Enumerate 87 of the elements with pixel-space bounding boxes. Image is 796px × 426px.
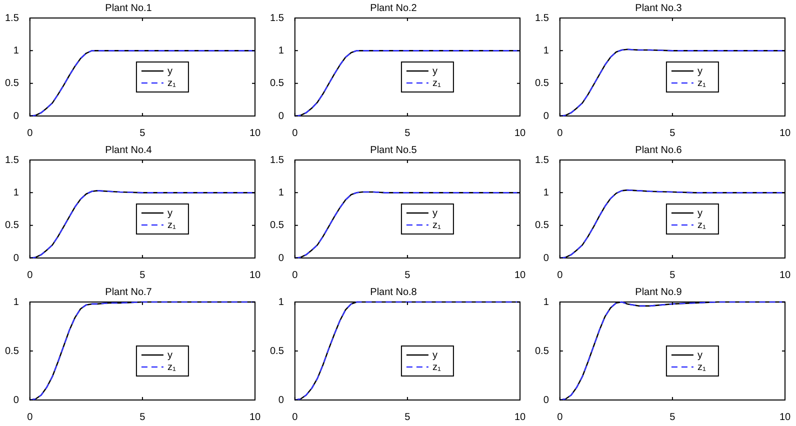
legend-label: z₁ [697,78,706,89]
x-tick-label: 10 [779,412,791,423]
legend-label: z₁ [432,362,442,373]
x-tick-label: 10 [249,270,261,281]
x-tick-label: 5 [404,412,411,423]
x-tick-label: 5 [404,128,411,139]
x-tick-label: 0 [292,128,298,139]
x-tick-label: 10 [249,412,261,423]
y-tick-label: 0 [543,394,550,406]
x-tick-label: 0 [292,270,298,281]
x-tick-label: 10 [249,128,261,139]
y-tick-label: 0 [13,110,20,122]
x-tick-label: 10 [514,128,526,139]
x-tick-label: 0 [557,412,564,423]
x-tick-label: 0 [27,270,34,281]
y-tick-label: 1 [278,45,284,56]
y-tick-label: 1.5 [270,12,284,24]
y-tick-label: 1 [543,45,550,56]
y-tick-label: 1.5 [534,154,550,166]
y-tick-label: 1.5 [4,154,20,166]
legend-label: y [432,208,438,219]
y-tick-label: 0.5 [534,346,550,357]
y-tick-label: 1 [543,296,550,308]
x-tick-label: 5 [670,128,676,139]
y-tick-label: 0 [13,252,20,264]
y-tick-label: 1 [13,187,20,198]
legend-label: z₁ [167,78,176,89]
y-tick-label: 1.5 [534,12,550,24]
x-tick-label: 5 [140,412,146,423]
y-tick-label: 1 [13,296,20,308]
x-tick-label: 5 [140,128,146,139]
legend-label: y [167,350,172,361]
x-tick-label: 0 [27,412,34,423]
x-tick-label: 5 [140,270,146,281]
y-tick-label: 0.5 [4,78,20,90]
legend-label: z₁ [697,220,706,231]
chart-title: Plant No.1 [105,2,152,14]
x-tick-label: 10 [779,270,791,281]
y-tick-label: 1.5 [270,154,284,166]
chart-title: Plant No.6 [635,144,682,156]
x-tick-label: 10 [514,270,526,281]
x-tick-label: 0 [557,128,564,139]
y-tick-label: 0.5 [4,346,20,357]
legend-label: y [167,208,172,219]
legend-label: y [697,208,702,219]
legend-label: z₁ [167,220,176,231]
chart-title: Plant No.7 [105,286,152,298]
legend-label: z₁ [167,362,176,373]
x-tick-label: 0 [557,270,564,281]
legend-label: z₁ [697,362,706,373]
x-tick-label: 10 [514,412,526,423]
x-tick-label: 0 [27,128,34,139]
y-tick-label: 1.5 [4,12,20,24]
y-tick-label: 0 [543,252,550,264]
chart-title: Plant No.4 [105,144,152,156]
legend-label: y [167,66,172,77]
y-tick-label: 1 [278,187,284,198]
x-tick-label: 0 [292,412,298,423]
y-tick-label: 0.5 [534,78,550,90]
legend-label: y [697,66,702,77]
y-tick-label: 0.5 [4,220,20,232]
y-tick-label: 1 [278,296,284,308]
y-tick-label: 0.5 [534,220,550,232]
legend-label: y [697,350,702,361]
y-tick-label: 0.5 [270,346,284,357]
x-tick-label: 5 [670,412,676,423]
x-tick-label: 5 [670,270,676,281]
y-tick-label: 0 [278,394,284,406]
y-tick-label: 0.5 [270,78,284,90]
chart-title: Plant No.9 [635,286,682,298]
chart-title: Plant No.5 [370,144,418,156]
y-tick-label: 0 [13,394,20,406]
legend-label: y [432,66,438,77]
legend-label: z₁ [432,220,442,231]
chart-title: Plant No.3 [635,2,682,14]
y-tick-label: 0 [278,110,284,122]
x-tick-label: 5 [404,270,411,281]
y-tick-label: 0 [278,252,284,264]
chart-title: Plant No.2 [370,2,418,14]
y-tick-label: 1 [13,45,20,56]
y-tick-label: 0 [543,110,550,122]
legend-label: z₁ [432,78,442,89]
legend-label: y [432,350,438,361]
y-tick-label: 1 [543,187,550,198]
chart-title: Plant No.8 [370,286,418,298]
x-tick-label: 10 [779,128,791,139]
y-tick-label: 0.5 [270,220,284,232]
